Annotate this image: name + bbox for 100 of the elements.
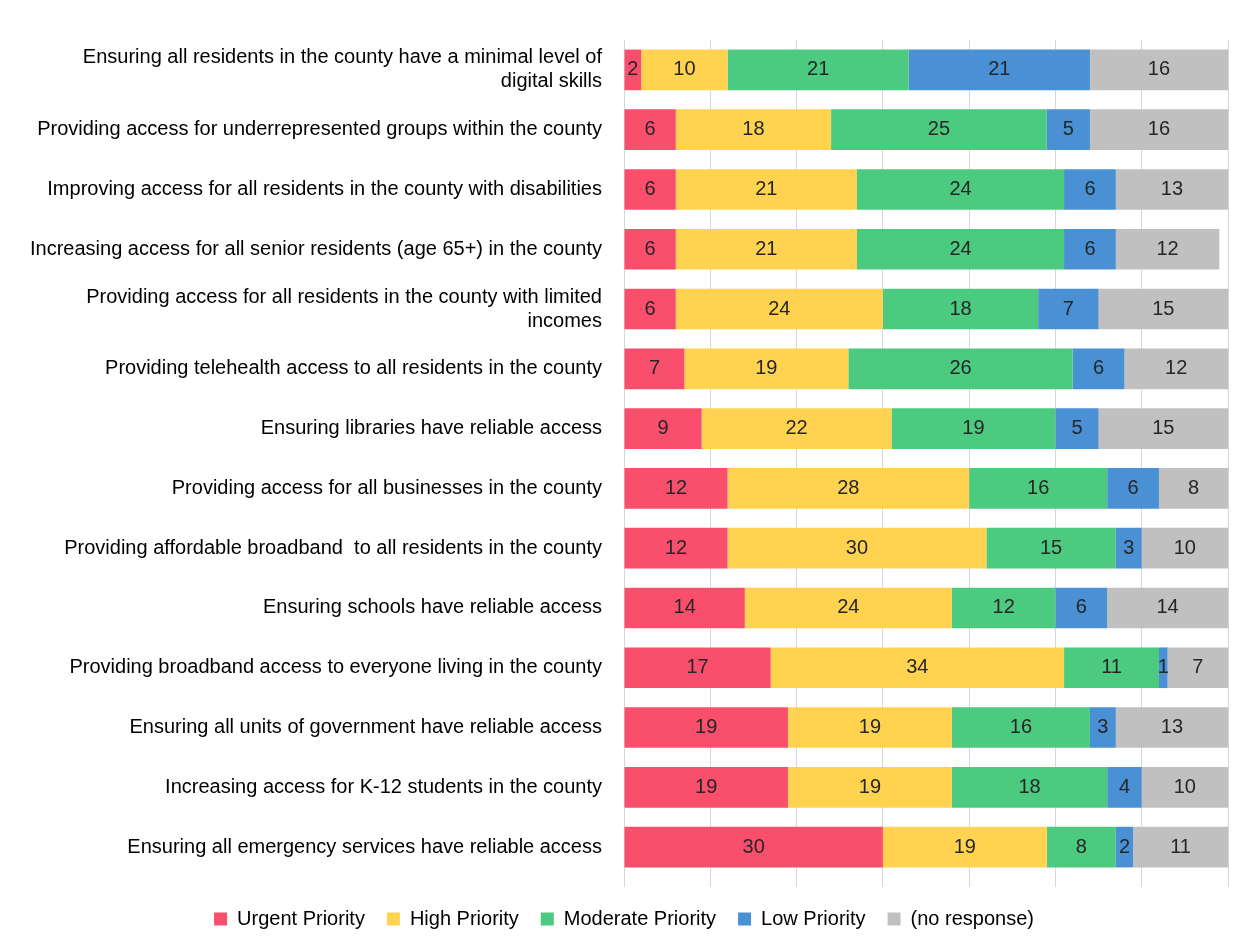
data-label: 18	[1018, 774, 1041, 797]
bar	[641, 49, 728, 91]
bar	[701, 408, 892, 449]
data-label: 12	[664, 475, 688, 498]
data-label: 13	[1160, 715, 1184, 738]
data-label: 6	[644, 296, 656, 319]
data-label: 11	[1101, 655, 1122, 678]
bar	[624, 527, 728, 569]
y-tick-label: Providing access for all businesses in the county	[171, 475, 602, 498]
bar	[727, 49, 909, 91]
data-label: 12	[992, 595, 1015, 618]
data-label: 19	[962, 416, 985, 439]
bar	[1089, 109, 1228, 151]
data-label: 17	[686, 655, 709, 678]
legend-label: Low Priority	[761, 906, 866, 929]
y-tick-label: Increasing access for K-12 students in the county	[165, 774, 602, 797]
data-label: 7	[1192, 655, 1204, 678]
bar	[624, 408, 702, 449]
bar	[727, 468, 970, 509]
data-label: 6	[1084, 236, 1096, 259]
bar	[951, 707, 1090, 748]
legend-label: High Priority	[409, 906, 519, 929]
data-label: 6	[644, 236, 656, 259]
y-tick-label: Ensuring all emergency services have reliable access	[127, 834, 602, 857]
bar	[787, 707, 952, 748]
data-label: 8	[1187, 475, 1200, 498]
bar	[787, 766, 952, 808]
bar	[882, 826, 1047, 868]
bar	[675, 228, 857, 270]
data-label: 3	[1123, 535, 1135, 558]
data-label: 13	[1160, 176, 1184, 199]
data-label: 18	[949, 296, 972, 319]
data-label: 26	[949, 356, 972, 379]
bar	[727, 527, 987, 569]
bar	[624, 348, 685, 390]
bar	[986, 527, 1116, 569]
data-label: 9	[657, 416, 669, 439]
bar	[624, 109, 676, 151]
bar	[856, 169, 1065, 210]
bar	[675, 288, 883, 330]
bar	[848, 348, 1073, 390]
bar	[1133, 826, 1228, 868]
y-tick-label: Ensuring schools have reliable access	[262, 595, 602, 618]
data-label: 21	[988, 57, 1011, 80]
data-label: 8	[1075, 834, 1087, 857]
bar	[1167, 647, 1228, 689]
y-tick-label: Increasing access for all senior residents (age 65+) in the county	[30, 236, 602, 259]
data-label: 12	[1156, 236, 1179, 259]
bar	[1107, 766, 1142, 808]
data-label: 34	[906, 655, 929, 678]
data-label: 19	[858, 715, 882, 738]
data-label: 15	[1039, 535, 1063, 558]
bar	[951, 766, 1108, 808]
bar	[1107, 468, 1159, 509]
bar	[770, 647, 1065, 689]
data-label: 12	[1165, 356, 1188, 379]
data-label: 16	[1147, 117, 1171, 140]
bar	[624, 468, 728, 509]
bar	[1064, 169, 1116, 210]
data-label: 15	[1152, 296, 1175, 319]
legend-label: Moderate Priority	[563, 906, 717, 929]
data-label: 10	[1173, 535, 1196, 558]
data-label: 10	[1173, 774, 1196, 797]
bar	[624, 826, 883, 868]
data-label: 7	[648, 356, 661, 379]
data-label: 21	[807, 57, 830, 80]
data-label: 5	[1071, 416, 1083, 439]
bar	[624, 587, 745, 629]
bar	[684, 348, 849, 390]
y-tick-label: Ensuring libraries have reliable access	[260, 416, 602, 439]
data-label: 6	[644, 176, 656, 199]
data-label: 14	[1156, 595, 1179, 618]
bar	[1046, 109, 1090, 151]
data-label: 24	[768, 296, 791, 319]
data-label: 2	[627, 57, 639, 80]
data-label: 1	[1157, 655, 1169, 678]
bar	[969, 468, 1108, 509]
data-label: 2	[1118, 834, 1131, 857]
data-label: 21	[755, 236, 778, 259]
data-label: 15	[1152, 416, 1175, 439]
data-label: 19	[755, 356, 778, 379]
bar	[1107, 587, 1228, 629]
bar	[1038, 288, 1099, 330]
bar	[1141, 766, 1228, 808]
y-tick-label: Providing affordable broadband to all residents in the county	[64, 535, 602, 558]
y-tick-label: Ensuring all residents in the county have a minimal level of digital skills	[82, 45, 603, 92]
bar	[1064, 228, 1116, 270]
y-tick-label: Providing access for underrepresented groups within the county	[37, 117, 602, 140]
bar	[1115, 527, 1142, 569]
bar	[908, 49, 1090, 91]
data-label: 6	[1084, 176, 1096, 199]
bar	[624, 766, 788, 808]
bar	[1055, 408, 1099, 449]
bar	[1115, 228, 1220, 270]
y-tick-label: Providing access for all residents in the county with limited incomes	[86, 284, 602, 331]
bar	[1141, 527, 1228, 569]
data-label: 18	[742, 117, 765, 140]
bar	[1098, 288, 1228, 330]
bar	[624, 288, 676, 330]
bar	[624, 228, 676, 270]
